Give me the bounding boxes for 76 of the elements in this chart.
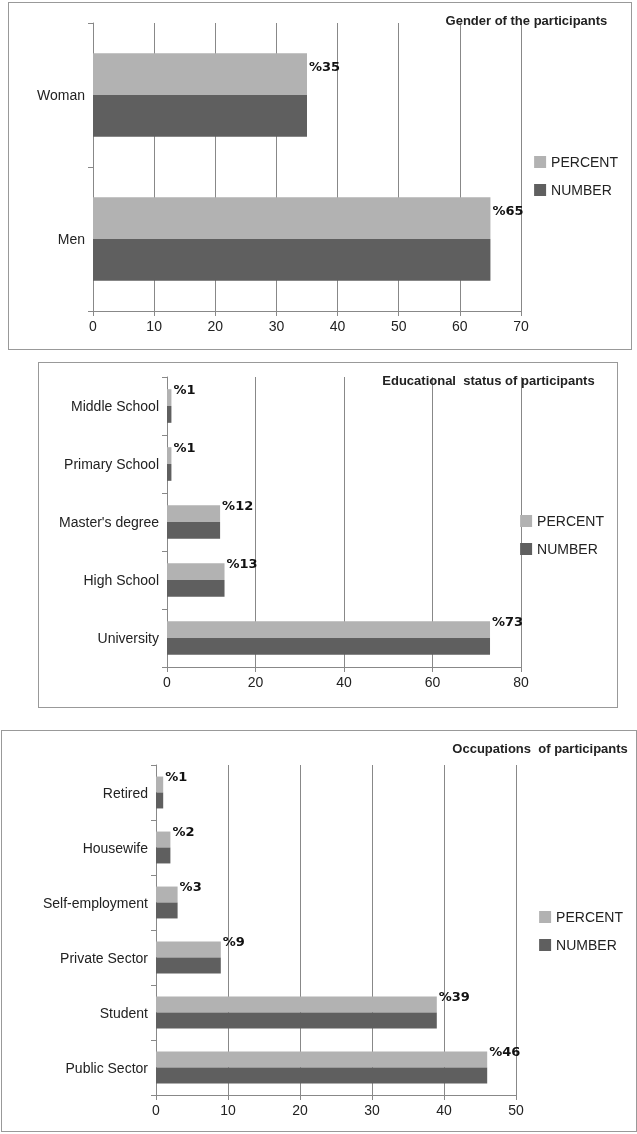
x-tick-label: 70 — [513, 318, 529, 334]
data-label: %46 — [489, 1044, 521, 1060]
data-label: %12 — [222, 498, 254, 514]
data-label: %35 — [309, 58, 341, 74]
data-label: %13 — [226, 556, 258, 572]
bar — [167, 406, 172, 423]
x-tick-label: 0 — [152, 1102, 161, 1118]
bar — [167, 505, 221, 522]
data-label: %1 — [173, 382, 196, 398]
bar — [167, 563, 225, 580]
bar — [156, 996, 437, 1013]
x-tick-label: 40 — [436, 1102, 452, 1118]
legend-label: NUMBER — [537, 541, 598, 557]
y-tick-label: Public Sector — [65, 1059, 149, 1076]
x-tick-label: 10 — [220, 1102, 236, 1118]
x-tick-label: 20 — [292, 1102, 308, 1118]
y-tick-label: Primary School — [64, 456, 159, 472]
chart-title: Occupations of participants — [452, 741, 628, 756]
x-tick-label: 30 — [364, 1102, 380, 1118]
chart-title: Educational status of participants — [382, 373, 595, 388]
x-tick-label: 0 — [163, 674, 172, 690]
data-label: %3 — [179, 879, 202, 895]
y-tick-label: Middle School — [71, 398, 159, 414]
bar — [156, 902, 178, 919]
y-tick-label: University — [97, 630, 159, 646]
bar — [167, 447, 172, 464]
bar — [167, 580, 225, 597]
legend-label: NUMBER — [556, 937, 617, 953]
data-label: %39 — [438, 989, 470, 1005]
legend-label: PERCENT — [551, 154, 619, 170]
bar — [167, 638, 491, 655]
data-label: %65 — [492, 202, 524, 218]
bar — [156, 1067, 488, 1084]
x-tick-label: 80 — [513, 674, 529, 690]
x-tick-label: 60 — [452, 318, 468, 334]
y-tick-label: Retired — [102, 784, 148, 801]
data-label: %1 — [165, 769, 188, 785]
bar — [156, 941, 221, 958]
x-tick-label: 50 — [508, 1102, 524, 1118]
bar — [167, 621, 491, 638]
bar — [156, 776, 164, 793]
y-tick-label: Woman — [37, 87, 85, 103]
x-tick-label: 40 — [329, 318, 346, 334]
data-label: %9 — [222, 934, 245, 950]
y-tick-label: Men — [57, 231, 85, 247]
x-tick-label: 10 — [146, 318, 163, 334]
data-label: %1 — [173, 440, 196, 456]
bar — [156, 1012, 437, 1029]
legend-label: PERCENT — [537, 513, 605, 529]
bar — [167, 464, 172, 481]
x-tick-label: 30 — [268, 318, 285, 334]
y-tick-label: Student — [99, 1004, 149, 1021]
y-tick-label: Master's degree — [59, 514, 160, 530]
x-tick-label: 0 — [89, 318, 98, 334]
y-tick-label: Private Sector — [60, 949, 149, 966]
legend-label: PERCENT — [556, 909, 624, 925]
bar — [156, 831, 171, 848]
bar — [156, 957, 221, 974]
x-tick-label: 20 — [247, 674, 264, 690]
bar — [167, 389, 172, 406]
data-label: %2 — [172, 824, 195, 840]
bar — [156, 847, 171, 864]
x-tick-label: 20 — [207, 318, 224, 334]
chart-title: Gender of the participants — [445, 13, 608, 28]
x-tick-label: 50 — [390, 318, 407, 334]
x-tick-label: 60 — [424, 674, 441, 690]
bar — [167, 522, 221, 539]
y-tick-label: High School — [83, 572, 159, 588]
bar — [156, 886, 178, 903]
bar — [156, 1051, 488, 1068]
bar — [156, 792, 164, 809]
y-tick-label: Housewife — [82, 839, 149, 856]
y-tick-label: Self-employment — [42, 894, 149, 911]
legend-label: NUMBER — [551, 182, 612, 198]
x-tick-label: 40 — [336, 674, 352, 690]
data-label: %73 — [492, 614, 524, 630]
